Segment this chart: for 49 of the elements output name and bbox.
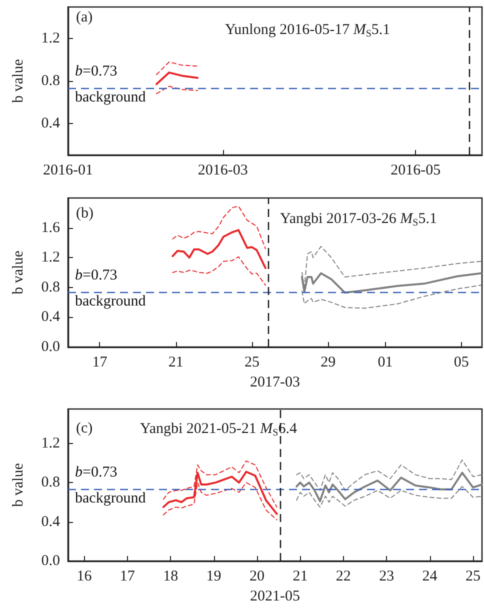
ref-line-label: b=0.73 background xyxy=(75,268,146,310)
y-tick-label: 0.4 xyxy=(41,514,60,530)
y-tick-label: 1.2 xyxy=(41,250,60,266)
line-series xyxy=(156,61,198,76)
line-series xyxy=(172,256,266,286)
y-tick-label: 1.2 xyxy=(41,30,60,47)
x-tick-label: 2016-01 xyxy=(43,162,93,178)
line-series xyxy=(156,86,198,94)
x-tick-label: 2016-03 xyxy=(198,162,248,178)
y-tick-label: 0.0 xyxy=(41,339,60,355)
annotation: (a) xyxy=(76,10,93,26)
y-tick-label: 0.4 xyxy=(41,115,60,132)
x-tick-label: 18 xyxy=(163,568,178,584)
x-tick-label: 16 xyxy=(76,568,92,584)
y-axis-title: b value xyxy=(10,250,26,294)
annotation: (b) xyxy=(76,206,94,222)
y-tick-label: 1.6 xyxy=(41,220,60,236)
x-tick-label: 29 xyxy=(320,354,336,370)
x-tick-label: 19 xyxy=(206,568,222,584)
x-tick-label: 25 xyxy=(244,354,260,370)
annotation: (c) xyxy=(76,420,93,436)
x-axis-title: 2021-05 xyxy=(250,588,300,604)
x-tick-label: 23 xyxy=(379,568,394,584)
line-series xyxy=(172,229,266,270)
y-axis-title: b value xyxy=(10,58,26,103)
x-axis-title: 2017-03 xyxy=(250,374,300,390)
x-tick-label: 05 xyxy=(454,354,469,370)
x-tick-label: 01 xyxy=(378,354,393,370)
y-tick-label: 0.8 xyxy=(41,474,60,491)
x-tick-label: 20 xyxy=(250,568,264,584)
x-tick-label: 17 xyxy=(120,568,136,584)
y-tick-label: 0.0 xyxy=(41,553,60,569)
x-tick-label: 2016-05 xyxy=(390,162,441,178)
x-tick-label: 21 xyxy=(168,354,184,370)
x-tick-label: 21 xyxy=(292,568,308,584)
line-series xyxy=(172,206,266,250)
ref-line-label: b=0.73 background xyxy=(75,464,146,506)
x-tick-label: 17 xyxy=(92,354,108,370)
y-tick-label: 0.8 xyxy=(41,73,60,89)
x-tick-label: 25 xyxy=(466,568,480,584)
y-axis-title: b value xyxy=(10,462,26,507)
y-tick-label: 1.2 xyxy=(41,435,60,452)
ref-line-label: b=0.73 background xyxy=(75,63,146,106)
line-series xyxy=(296,459,482,491)
x-tick-label: 22 xyxy=(336,568,351,584)
y-tick-label: 0.4 xyxy=(41,309,60,326)
x-tick-label: 24 xyxy=(422,568,438,584)
line-series xyxy=(155,72,199,86)
y-tick-label: 0.8 xyxy=(41,279,60,296)
